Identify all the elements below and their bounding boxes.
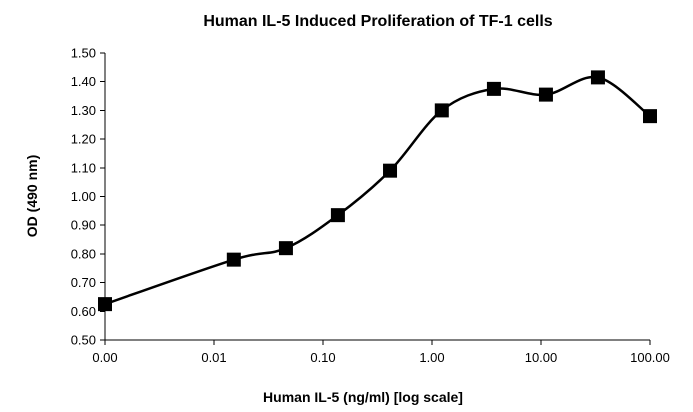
y-tick-label: 1.00 [71,189,96,204]
y-tick-label: 1.20 [71,132,96,147]
x-tick-label: 10.00 [525,350,558,365]
y-axis-label: OD (490 nm) [24,155,40,237]
data-point-marker [434,103,449,118]
data-point-marker [226,252,241,267]
y-tick-label: 1.40 [71,74,96,89]
y-tick-label: 0.90 [71,218,96,233]
y-tick-label: 1.30 [71,103,96,118]
data-point-marker [278,241,293,256]
data-point-marker [538,87,553,102]
x-axis-ticks: 0.00 0.01 0.10 1.00 10.00 100.00 [92,340,670,365]
data-point-marker [98,297,112,312]
y-tick-label: 0.50 [71,333,96,348]
x-tick-label: 1.00 [419,350,444,365]
data-point-marker [643,109,657,124]
x-tick-label: 0.00 [92,350,117,365]
y-tick-label: 0.60 [71,304,96,319]
x-tick-label: 0.10 [310,350,335,365]
series-line [104,75,651,306]
x-tick-label: 0.01 [201,350,226,365]
x-tick-label: 100.00 [630,350,670,365]
data-point-marker [590,70,605,85]
y-tick-label: 0.80 [71,246,96,261]
data-point-marker [486,81,501,96]
y-axis-ticks: 0.50 0.60 0.70 0.80 0.90 1.00 1.10 1.20 1.30 1.40… [71,46,105,348]
data-point-marker [383,163,398,178]
chart-title: Human IL-5 Induced Proliferation of TF-1… [203,13,552,30]
y-tick-label: 0.70 [71,275,96,290]
data-markers [98,70,657,312]
y-tick-label: 1.50 [71,46,96,61]
y-tick-label: 1.10 [71,160,96,175]
x-axis-label: Human IL-5 (ng/ml) [log scale] [263,389,463,405]
data-point-marker [330,208,345,223]
